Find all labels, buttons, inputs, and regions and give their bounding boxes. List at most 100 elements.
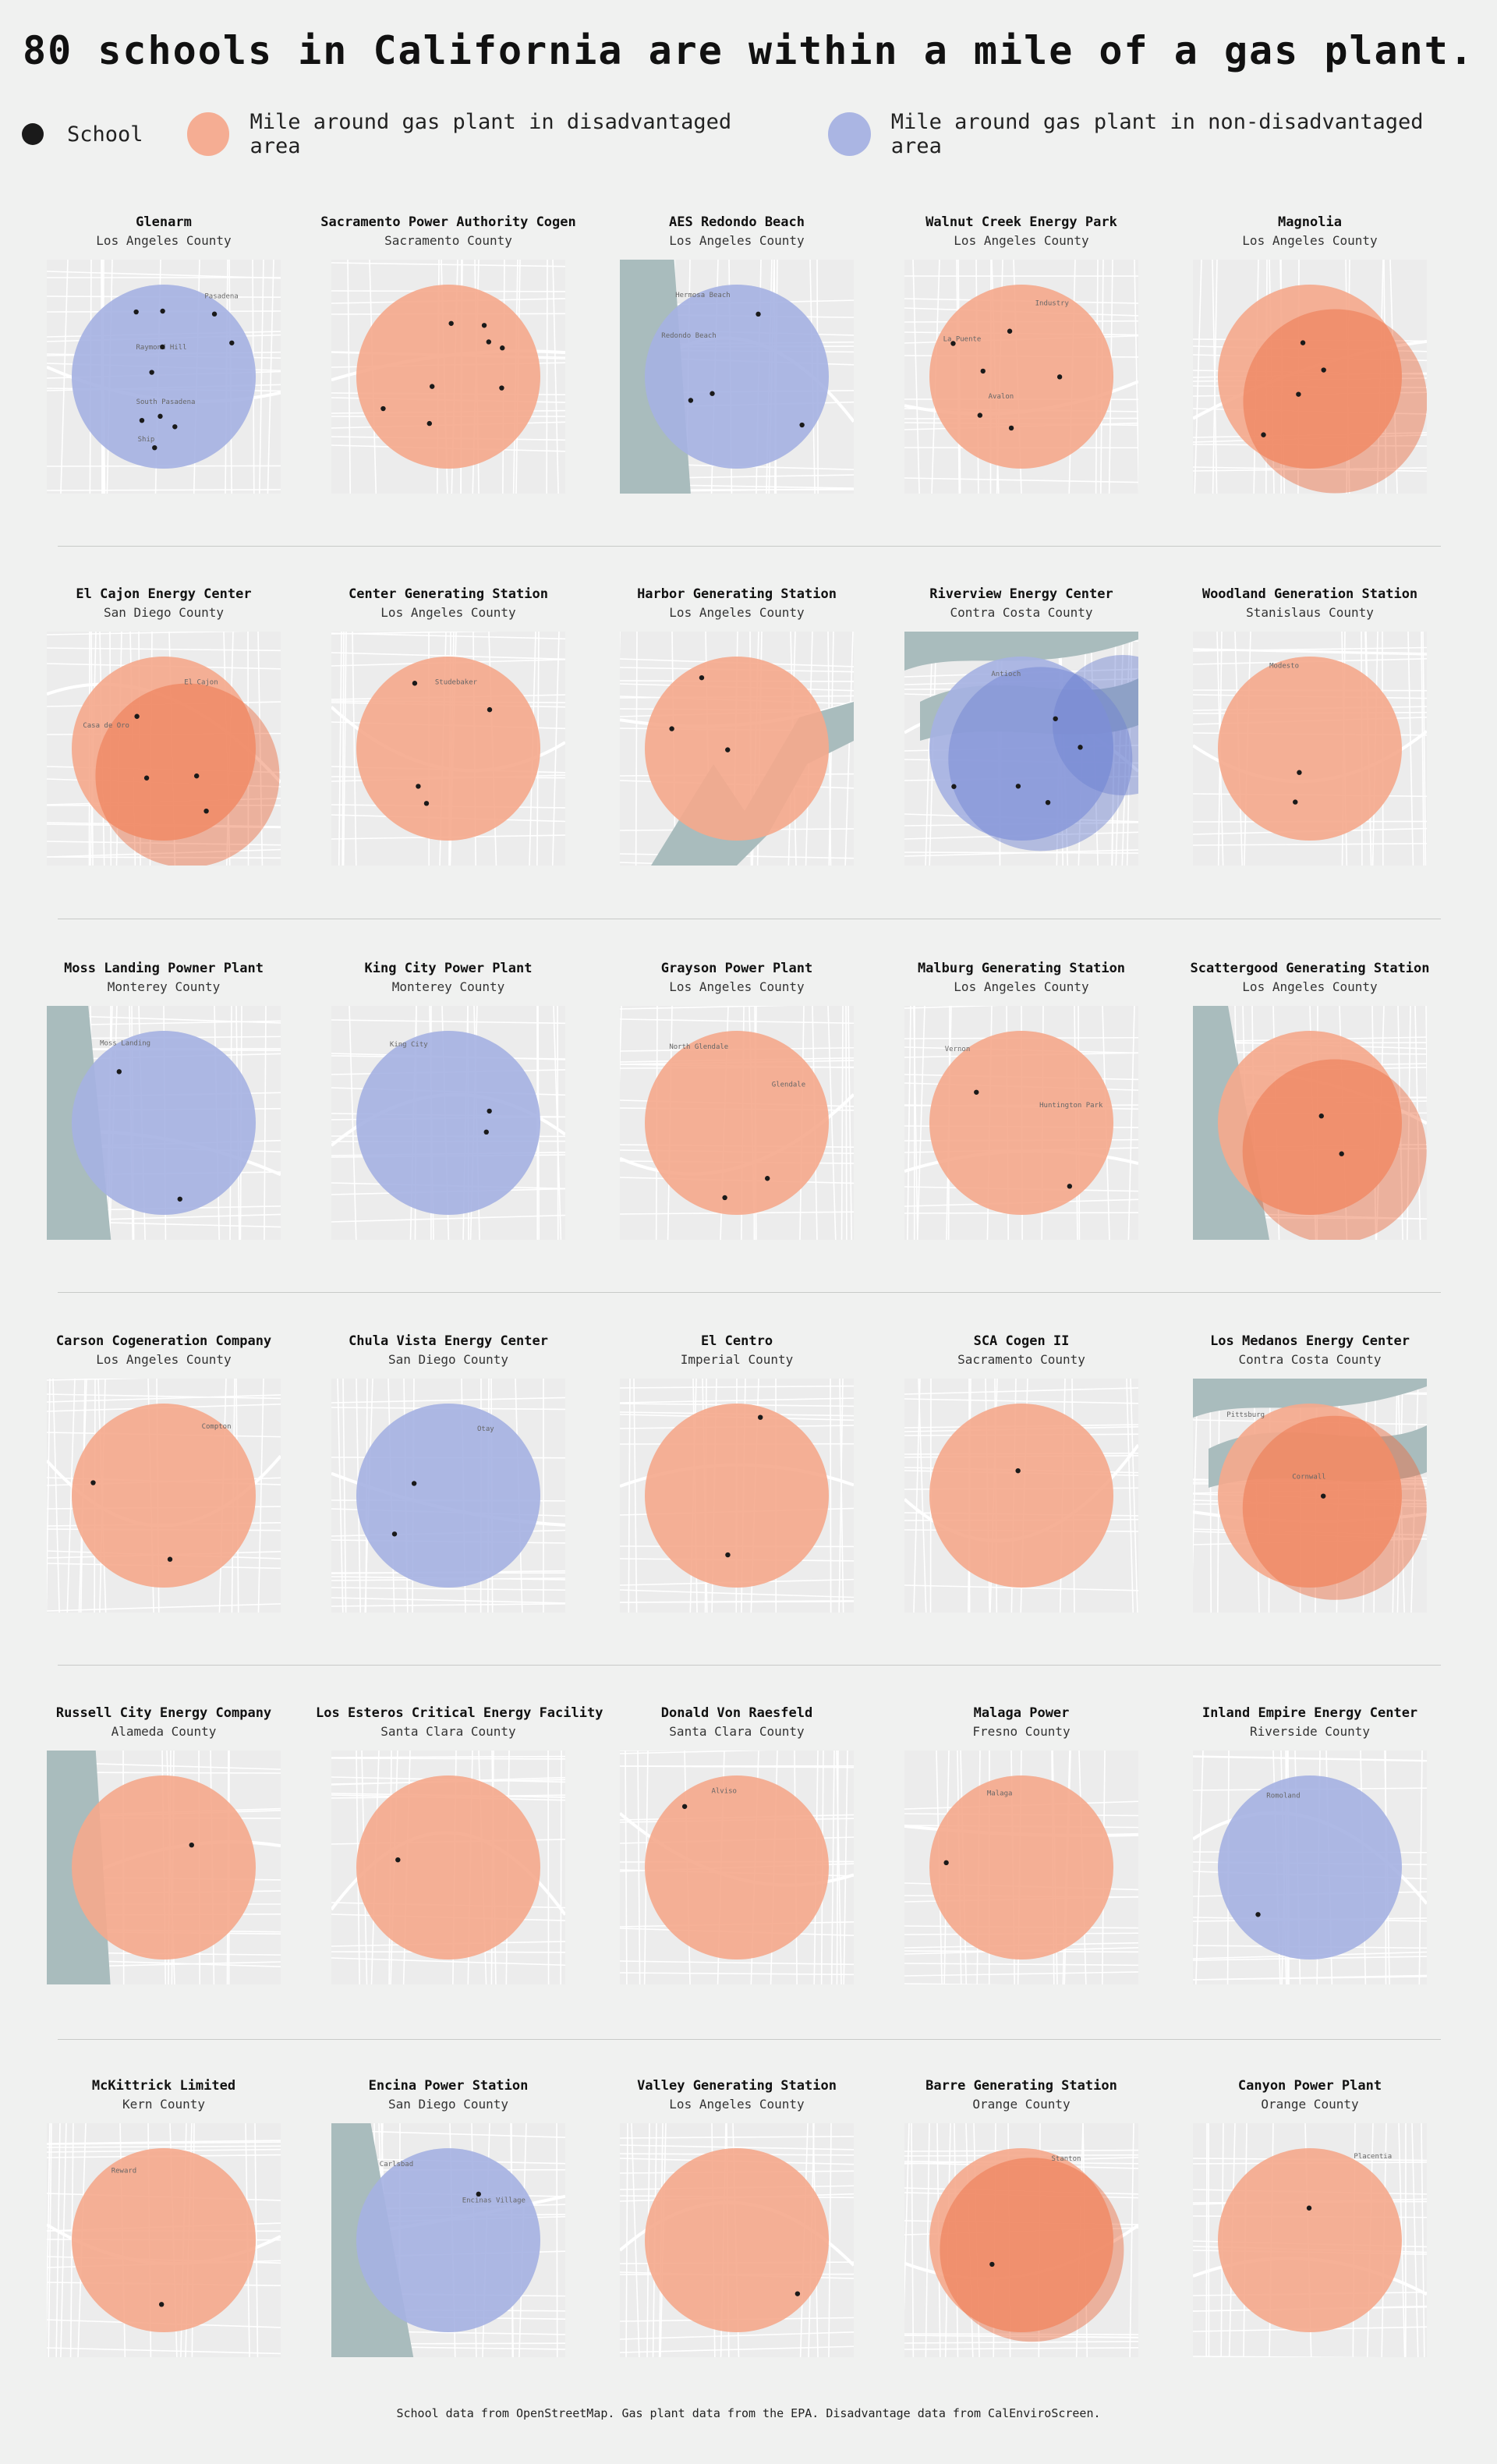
plant-county: Monterey County [107,979,221,994]
plant-county: Orange County [972,2097,1071,2112]
plant-county: Monterey County [391,979,505,994]
school-dot [980,368,986,374]
place-label: Carlsbad [380,2161,413,2168]
plant-map: El Cajon Casa de Oro [47,632,281,866]
mile-radius-circle [356,2148,540,2332]
place-label: Compton [202,1423,232,1431]
plant-name: Center Generating Station [349,586,548,602]
plant-map: Studebaker [331,632,565,866]
school-dot [1015,784,1021,789]
place-label: Casa de Oro [83,722,129,730]
plant-card: AES Redondo Beach Los Angeles County Hermo… [604,214,869,526]
plant-county: Los Angeles County [1242,979,1378,994]
school-dot [395,1857,401,1863]
place-label: Encinas Village [462,2197,526,2204]
place-label: Otay [477,1425,494,1433]
mile-radius-circle [95,683,280,866]
school-dot [1297,770,1302,775]
plant-name: Inland Empire Energy Center [1201,1705,1418,1721]
plant-card: Magnolia Los Angeles County [1177,214,1442,526]
row-divider [58,1665,1441,1666]
plant-map: Reward [47,2123,281,2357]
plant-card: El Centro Imperial County [604,1333,869,1645]
plant-card: El Cajon Energy Center San Diego County El… [31,586,296,898]
plant-county: Los Angeles County [954,233,1089,248]
plant-map [331,260,565,494]
mile-radius-circle [1218,2148,1402,2332]
school-dot [160,344,165,350]
school-dot [172,424,178,430]
mile-radius-circle [1218,1031,1402,1215]
school-dot [426,420,432,427]
plant-card: SCA Cogen II Sacramento County [889,1333,1154,1645]
school-dot [1296,391,1301,397]
plant-card: Grayson Power Plant Los Angeles County Nor… [604,961,869,1273]
mile-radius-circle [356,1404,540,1588]
plant-name: Russell City Energy Company [55,1705,272,1721]
plant-name: Chula Vista Energy Center [349,1333,548,1349]
plant-map: Romoland [1193,1751,1427,1984]
legend: School Mile around gas plant in disadvan… [0,110,1497,158]
plant-name: SCA Cogen II [973,1333,1070,1349]
school-dot-icon [22,123,44,145]
school-dot [1306,2205,1312,2211]
school-dot [133,309,139,315]
row-divider [58,2039,1441,2040]
place-label: Reward [111,2167,137,2175]
mile-radius-circle [1218,285,1402,469]
place-label: North Glendale [669,1043,728,1051]
plant-county: Santa Clara County [380,1724,516,1739]
school-dot [1067,1184,1073,1189]
legend-disadvantaged-label: Mile around gas plant in disadvantaged a… [250,110,732,158]
source-footnote: School data from OpenStreetMap. Gas plan… [396,2406,1101,2420]
school-dot [977,412,983,418]
plant-card: Donald Von Raesfeld Santa Clara County Alv… [604,1705,869,2017]
school-dot [1293,799,1298,805]
plant-card: King City Power Plant Monterey County King… [316,961,581,1273]
mile-radius-circle [72,1031,256,1215]
school-dot [152,444,157,451]
mile-radius-circle [929,1031,1113,1215]
mile-radius-circle [645,1404,829,1588]
mile-radius-circle [1242,1415,1427,1600]
plant-card: Barre Generating Station Orange County Sta… [889,2078,1154,2390]
plant-card: Walnut Creek Energy Park Los Angeles Coun… [889,214,1154,526]
place-label: Placentia [1354,2153,1392,2161]
plant-county: San Diego County [388,1352,509,1367]
school-dot [725,747,731,752]
mile-radius-circle [929,1775,1113,1960]
school-dot [681,1804,688,1809]
plant-county: Los Angeles County [96,1352,232,1367]
plant-map: Malaga [904,1751,1138,1984]
school-dot [476,2191,481,2197]
plant-county: Orange County [1261,2097,1359,2112]
plant-card: Riverview Energy Center Contra Costa Coun… [889,586,1154,898]
school-dot [487,1108,492,1114]
plant-card: Sacramento Power Authority Cogen Sacramen… [316,214,581,526]
plant-county: Sacramento County [957,1352,1085,1367]
plant-map: Hermosa Beach Redondo Beach [620,260,854,494]
plant-name: Encina Power Station [368,2078,529,2094]
school-dot [1008,425,1014,431]
school-dot [429,384,435,389]
legend-non-disadvantaged: Mile around gas plant in non-disadvantag… [827,110,1475,158]
place-label: Redondo Beach [661,332,716,340]
plant-map: Vernon Huntington Park [904,1006,1138,1240]
plant-card: Los Medanos Energy Center Contra Costa Co… [1177,1333,1442,1645]
school-dot [951,784,957,789]
school-dot [416,784,421,789]
place-label: Pittsburg [1226,1411,1265,1419]
plant-name: Glenarm [136,214,192,230]
mile-radius-circle [72,2148,256,2332]
plant-name: Malburg Generating Station [917,961,1126,976]
plant-county: Santa Clara County [669,1724,805,1739]
mile-radius-circle [1218,1775,1402,1960]
school-dot [974,1089,979,1095]
school-dot [412,681,418,686]
plant-county: Riverside County [1249,1724,1371,1739]
plant-county: Los Angeles County [669,605,805,620]
school-dot [943,1860,949,1866]
plant-card: Center Generating Station Los Angeles Cou… [316,586,581,898]
school-dot [1045,799,1051,805]
